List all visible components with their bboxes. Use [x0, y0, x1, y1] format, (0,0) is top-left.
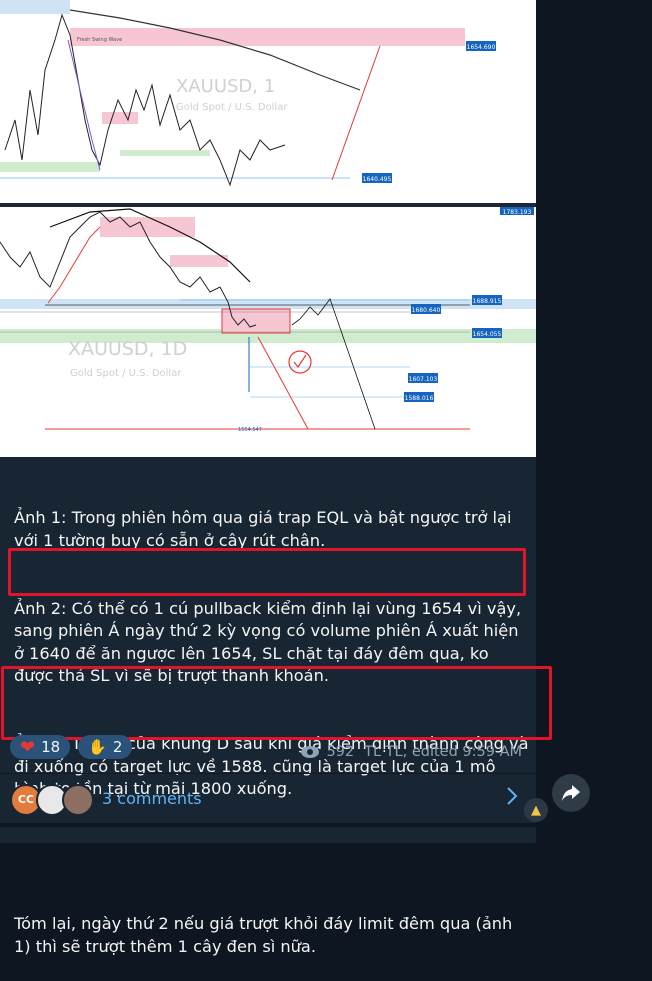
message-paragraph-1: Ảnh 1: Trong phiên hôm qua giá trap EQL …: [14, 508, 517, 550]
chart-1-price-top: 1654.690: [467, 44, 496, 51]
chart-2-price-top: 1783.193: [503, 209, 532, 216]
chart-1-canvas: 1654.690 1640.495 Fresh Swing Wave XAUUS…: [0, 0, 496, 187]
message-meta: 592 TL TL, edited 9:59 AM: [300, 744, 522, 760]
chart-2-price-6: 1554.547: [238, 427, 262, 433]
reaction-clap-count: 2: [112, 738, 123, 756]
eye-icon: [301, 746, 320, 758]
reaction-heart[interactable]: ❤ 18: [10, 735, 71, 759]
author-time: TL TL, edited 9:59 AM: [364, 744, 522, 760]
reaction-heart-count: 18: [41, 738, 61, 756]
chevron-right-icon: [507, 787, 518, 805]
chart-1-price-bottom: 1640.495: [363, 176, 392, 183]
chart-image-1[interactable]: 1654.690 1640.495 Fresh Swing Wave XAUUS…: [0, 0, 536, 203]
reactions-bar: ❤ 18 ✋ 2: [10, 735, 133, 759]
chart-2-canvas: 1783.193 1688.915 1680.640 1654.055 1607…: [0, 207, 536, 433]
chart-1-symbol: XAUUSD, 1: [176, 76, 275, 97]
heart-icon: ❤: [20, 736, 36, 758]
view-count: 592: [326, 744, 355, 760]
chart-2-subtitle: Gold Spot / U.S. Dollar: [70, 368, 182, 379]
paragraph-gap: [14, 846, 529, 868]
image-divider: [0, 203, 536, 207]
chart-1-zone-label: Fresh Swing Wave: [77, 37, 122, 43]
thumbs-up-icon: ▲: [531, 802, 541, 818]
avatar: [62, 783, 94, 816]
chart-1-subtitle: Gold Spot / U.S. Dollar: [176, 102, 288, 113]
message-text: Ảnh 1: Trong phiên hôm qua giá trap EQL …: [14, 462, 529, 981]
commenter-avatars: CC: [10, 783, 100, 816]
chart-image-2[interactable]: 1783.193 1688.915 1680.640 1654.055 1607…: [0, 207, 536, 457]
message-bubble: [0, 457, 536, 823]
avatar: CC: [10, 783, 42, 816]
next-message-preview: [0, 827, 536, 843]
share-button[interactable]: [552, 774, 590, 812]
chart-2-symbol: XAUUSD, 1D: [68, 338, 187, 360]
reaction-clap[interactable]: ✋ 2: [78, 735, 133, 759]
comments-divider: [0, 773, 536, 774]
chart-2-price-3: 1654.055: [473, 331, 502, 338]
comments-link[interactable]: 3 comments: [102, 789, 202, 808]
message-paragraph-2: Ảnh 2: Có thể có 1 cú pullback kiểm định…: [14, 598, 527, 686]
clap-icon: ✋: [88, 738, 107, 756]
chart-2-price-1: 1688.915: [473, 298, 502, 305]
thumbs-up-button[interactable]: ▲: [524, 798, 548, 822]
message-paragraph-4: Tóm lại, ngày thứ 2 nếu giá trượt khỏi đ…: [14, 914, 518, 956]
share-icon: [562, 785, 580, 801]
chart-2-price-4: 1607.103: [409, 376, 438, 383]
chart-2-price-5: 1588.016: [405, 395, 434, 402]
comments-row[interactable]: CC 3 comments: [0, 774, 536, 823]
chart-2-price-2: 1680.640: [412, 307, 441, 314]
